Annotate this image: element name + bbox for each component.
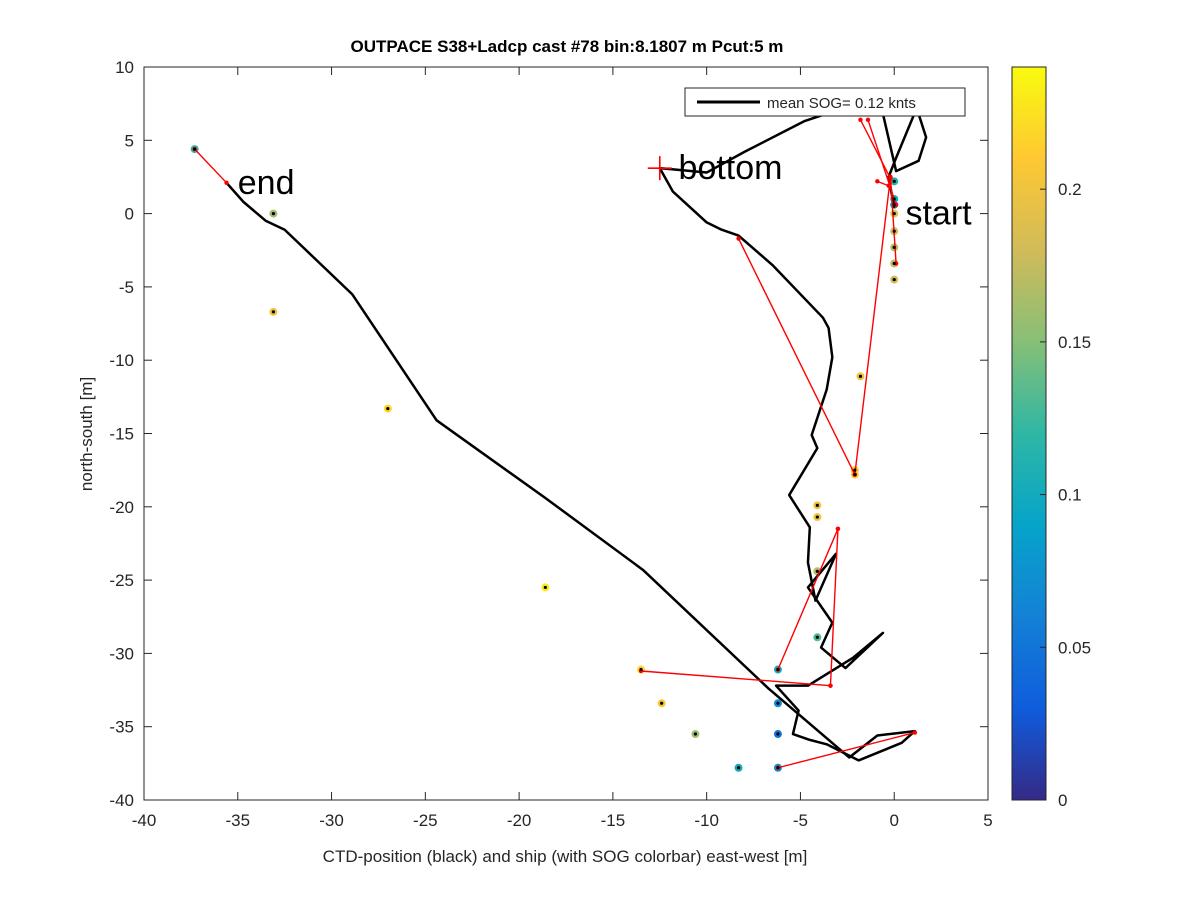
colorbar: 0 0.05 0.1 0.15 0.2 [1011,66,1091,810]
axes-box [143,66,989,801]
x-tick-label: 0 [889,811,898,830]
y-tick-label: 0 [125,205,134,224]
ctd-point-marker [776,732,780,736]
ctd-point-marker [776,766,780,770]
red-segment-end [888,174,893,180]
ctd-point-marker [892,203,896,207]
x-tick-label: -5 [793,811,808,830]
y-tick-label: -25 [109,571,134,590]
red-segment [867,119,897,206]
x-tick-label: 5 [983,811,992,830]
red-segment-end [865,117,871,122]
x-tick-label: -10 [694,811,719,830]
red-segment [777,528,839,670]
ctd-point-marker [815,515,819,519]
red-segment-end [835,526,841,531]
red-segment [859,119,892,179]
ctd-point-marker [776,667,780,672]
ctd-point-marker [815,503,819,507]
red-segment-end [224,180,229,186]
ctd-point-marker [543,585,547,590]
ctd-point-marker [271,212,276,216]
ctd-point-marker [639,667,643,672]
x-axis-label: CTD-position (black) and ship (with SOG … [323,847,808,866]
x-tick-label: -35 [225,811,250,830]
red-segment [829,528,839,686]
x-tick-label: -30 [319,811,344,830]
legend-entry: mean SOG= 0.12 knts [767,95,916,112]
colorbar-tick-label: 0.2 [1058,180,1082,199]
colorbar-tick-label: 0 [1058,791,1067,810]
y-tick-label: 10 [115,58,134,77]
legend-box [684,87,966,117]
ctd-point-marker [892,245,896,249]
y-tick-label: 5 [125,131,134,150]
annotation-end: end [238,164,295,202]
x-tick-label: -25 [413,811,438,830]
y-tick-label: -5 [119,278,134,297]
legend: mean SOG= 0.12 knts [684,87,966,117]
red-segment [640,670,831,687]
annotation-bottom: bottom [679,149,783,187]
y-tick-label: -10 [109,351,134,370]
ctd-point-marker [693,732,698,736]
ctd-point-marker [853,472,857,477]
ctd-point-marker [892,197,896,201]
x-tick-label: -20 [507,811,532,830]
ctd-point-marker [892,261,896,266]
red-segment-end [912,730,918,735]
red-segment-end [736,236,741,241]
ctd-point-marker [853,468,857,472]
y-tick-label: -30 [109,644,134,663]
ctd-track-line [225,102,928,762]
y-tick-label: -15 [109,425,134,444]
y-tick-label: -20 [109,498,134,517]
colorbar-tick-label: 0.15 [1058,333,1091,352]
y-tick-label: -40 [109,791,134,810]
y-axis-label: north-south [m] [77,377,96,491]
ctd-point-marker [892,229,896,233]
plot-area: -40 -35 -30 -25 -20 -15 -10 -5 0 5 -40 -35 -30 -25 -20… [109,58,992,830]
ctd-point-marker [736,766,741,770]
y-tick-label: -35 [109,718,134,737]
ctd-point-marker [892,212,896,216]
ctd-point-marker [660,701,664,705]
ctd-point-marker [776,701,780,705]
ctd-point-marker [892,277,896,282]
plot-content [190,102,928,772]
red-segment [777,731,916,769]
colorbar-fill [1011,66,1047,801]
ctd-point-marker [386,406,390,411]
ctd-point-marker [271,310,276,314]
x-tick-label: -40 [132,811,157,830]
ctd-point-marker [193,147,197,151]
red-segment-end [858,117,863,122]
ctd-point-marker [892,179,896,183]
colorbar-tick-label: 0.05 [1058,638,1091,657]
red-segment-end [875,179,880,184]
ctd-point-marker [815,569,819,573]
ctd-point-marker [815,635,819,639]
red-segment [194,148,228,184]
chart-title: OUTPACE S38+Ladcp cast #78 bin:8.1807 m … [351,37,784,56]
annotation-start: start [905,195,972,233]
colorbar-tick-label: 0.1 [1058,486,1082,505]
red-segment [737,238,856,475]
x-tick-label: -15 [601,811,626,830]
ctd-point-marker [858,374,863,378]
red-segment [854,176,892,475]
red-segment-end [828,683,833,688]
